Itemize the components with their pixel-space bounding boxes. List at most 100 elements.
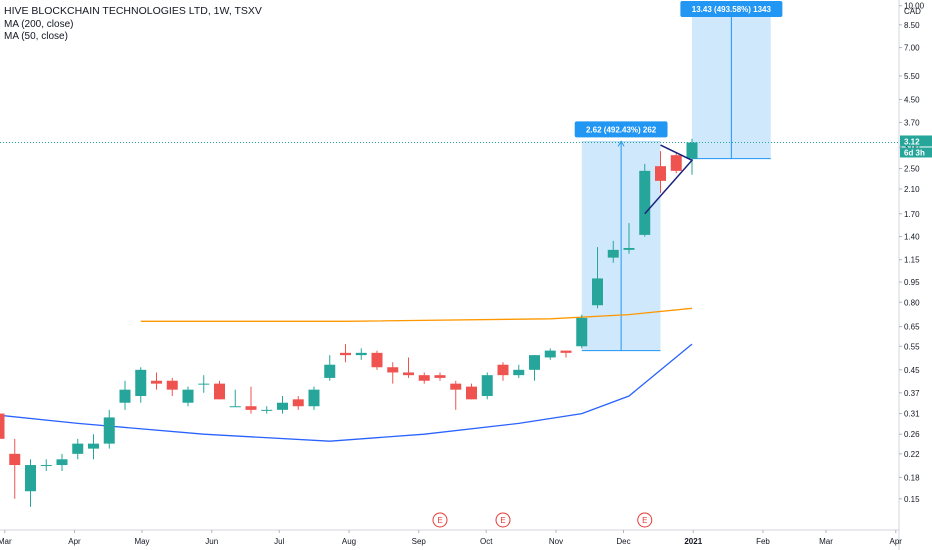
y-tick-label: 0.18 [904,473,920,482]
x-tick-label: May [134,537,149,546]
candle-body [103,417,115,444]
y-tick-label: 1.40 [904,233,920,242]
candle [481,372,493,400]
candle-body [529,355,540,370]
candle-body [418,375,430,381]
candle-body [72,443,84,454]
candle [497,362,509,381]
y-tick-label: 8.50 [904,21,920,30]
candle-body [25,465,36,492]
candle [450,380,462,410]
ma50-legend[interactable]: MA (50, close) [4,31,68,42]
candle [40,459,52,472]
y-tick-label: 7.00 [904,44,920,53]
candle [623,223,635,254]
candle [198,375,210,393]
y-tick-label: 1.15 [904,256,920,265]
x-tick-label: Sep [412,537,427,546]
y-tick-label: 0.15 [904,495,920,504]
candle-body [182,389,194,403]
candle [324,355,336,381]
candle-body [481,375,493,397]
candle [0,413,5,439]
x-tick-label: Apr [68,537,81,546]
candle-body [292,399,304,407]
candle-body [340,352,351,356]
candle [277,396,288,414]
candle-body [387,367,399,373]
candle-body [135,369,147,397]
candle-body [40,465,52,467]
earnings-marker [495,512,511,528]
candle [639,163,651,237]
candle [670,153,682,174]
candle [466,383,477,400]
y-tick-label: 1.70 [904,210,920,219]
countdown-label: 6d 3h [904,148,925,157]
candle [371,350,383,370]
candle-body [198,383,210,385]
y-tick-label: 4.50 [904,95,920,104]
candle [592,247,603,309]
ma50-line [0,343,693,442]
measure-arrowhead-1 [617,140,625,147]
candle [340,344,351,363]
candle-body [88,443,99,449]
y-tick-label: 3.70 [904,118,920,127]
candle [229,389,241,408]
candle-body [623,248,635,250]
candle [182,386,194,407]
candle [72,438,84,460]
candle-body [324,364,336,378]
triangle-pattern [644,144,694,215]
candle [135,367,147,403]
candle [292,396,304,410]
x-tick-label: Mar [0,537,12,546]
candle [607,240,619,263]
earnings-label: E [437,516,442,525]
candle-body [592,278,603,306]
candle [418,372,430,384]
x-tick-label: 2021 [684,537,702,546]
candle [560,350,572,358]
candle-body [560,350,572,353]
candle-body [686,142,698,159]
candle-body [544,350,556,358]
candle-body [229,406,241,408]
plot-area [0,3,899,507]
candle [434,372,446,381]
earnings-marker [432,512,448,528]
candle [513,364,525,378]
earnings-marker [637,512,653,528]
candle [88,434,99,460]
candle [151,372,162,390]
y-tick-label: 0.26 [904,430,920,439]
candle-body [214,383,225,400]
candle [245,386,257,414]
candle-body [9,453,21,466]
y-tick-label: 0.37 [904,389,920,398]
candle-body [308,389,320,407]
y-tick-label: 0.31 [904,410,920,419]
currency-label: CAD [904,7,921,16]
candle-body [434,375,446,378]
candle [544,348,556,360]
ma200-legend[interactable]: MA (200, close) [4,19,74,30]
candle-body [166,380,178,390]
x-tick-label: Jun [205,537,218,546]
measure-label-2: 13.43 (493.58%) 1343 [692,5,772,14]
candle-body [355,352,367,356]
candle-body [245,406,257,410]
x-tick-label: Mar [819,537,833,546]
x-tick-label: Apr [890,537,903,546]
x-tick-label: Jul [274,537,284,546]
countdown-tag-bg [900,147,932,158]
x-tick-label: Nov [549,537,563,546]
candle-body [56,459,68,466]
measure-label-1: 2.62 (492.43%) 262 [586,125,657,134]
x-tick-label: Oct [480,537,493,546]
candle [308,386,320,410]
candle [403,357,414,378]
candle-body [371,352,383,368]
